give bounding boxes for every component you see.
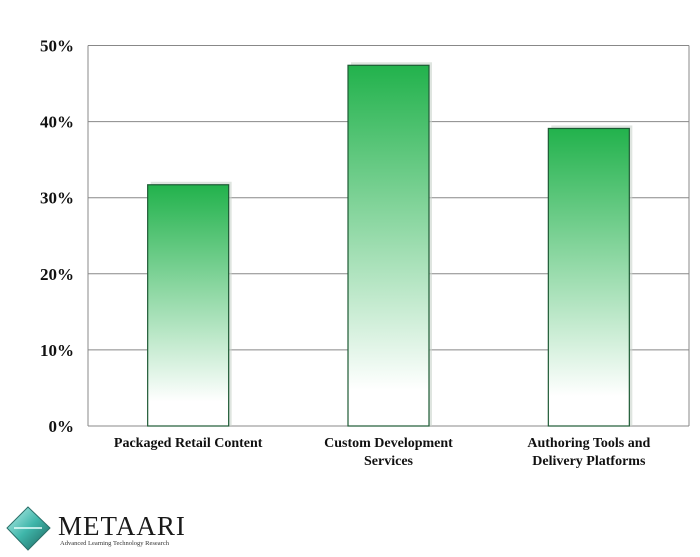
bar: [547, 127, 630, 427]
x-category-label: Services: [364, 454, 414, 469]
logo-name: METAARI: [58, 511, 186, 541]
x-category-label: Authoring Tools and: [527, 436, 650, 451]
x-axis-labels: Packaged Retail Content Custom Developmen…: [114, 436, 651, 469]
y-tick-label: 0%: [49, 417, 75, 436]
x-category-label: Packaged Retail Content: [114, 436, 263, 451]
y-axis-ticks: 0% 10% 20% 30% 40% 50%: [40, 37, 74, 437]
y-tick-label: 50%: [40, 37, 74, 56]
y-tick-label: 40%: [40, 113, 74, 132]
bar: [147, 184, 230, 427]
y-tick-label: 20%: [40, 265, 74, 284]
metaari-logo: METAARI Advanced Learning Technology Res…: [6, 506, 186, 551]
logo-tagline: Advanced Learning Technology Research: [60, 540, 170, 547]
bar: [347, 64, 430, 427]
x-category-label: Delivery Platforms: [532, 454, 646, 469]
x-category-label: Custom Development: [324, 436, 453, 451]
y-tick-label: 10%: [40, 341, 74, 360]
bars: [147, 62, 633, 427]
y-tick-label: 30%: [40, 189, 74, 208]
